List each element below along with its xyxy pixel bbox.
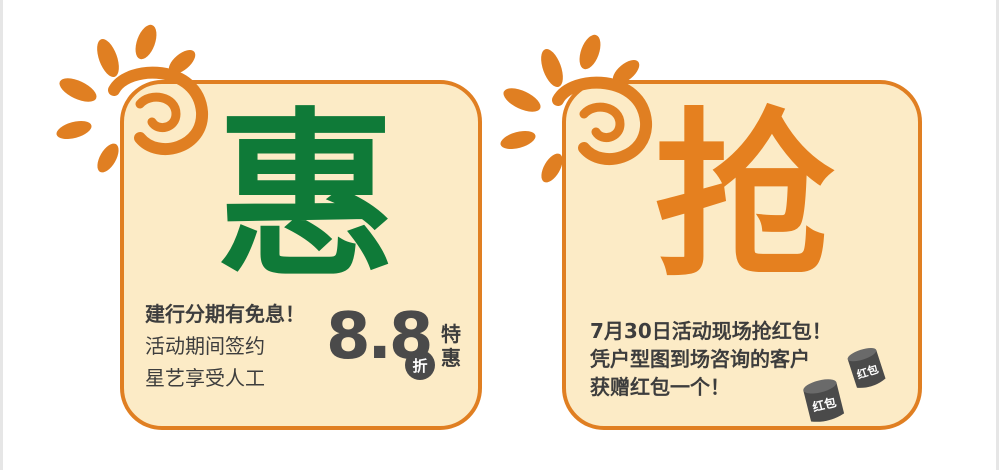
qiang-big-character: 抢 [654, 93, 835, 302]
installment-text: 建行分期有免息！ [145, 302, 305, 326]
event-date-text: 7月30日活动现场抢红包！ [590, 319, 832, 343]
red-envelope-icon: 红包 [803, 379, 845, 422]
hui-big-character: 惠 [216, 93, 397, 302]
gift-text: 获赠红包一个！ [590, 375, 730, 399]
labor-discount-text: 星艺享受人工 [145, 366, 265, 390]
envelope-label: 红包 [811, 394, 838, 414]
special-label: 特 惠 [439, 322, 463, 370]
special-char-1: 特 [441, 322, 461, 346]
discount-unit-badge: 折 [405, 350, 435, 380]
event-period-text: 活动期间签约 [145, 334, 265, 358]
floorplan-consult-text: 凭户型图到场咨询的客户 [590, 347, 810, 371]
sun-icon [56, 24, 208, 173]
sun-icon [500, 34, 652, 183]
red-envelope-icon: 红包 [847, 347, 886, 388]
special-char-2: 惠 [441, 346, 461, 370]
envelope-label: 红包 [855, 362, 880, 382]
